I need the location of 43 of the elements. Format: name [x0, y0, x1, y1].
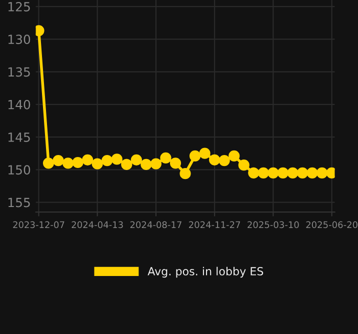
point [306, 167, 318, 178]
y-tick-label: 150 [8, 165, 30, 175]
point [160, 152, 172, 164]
point [111, 154, 122, 165]
point [130, 154, 142, 166]
point [180, 168, 191, 180]
point [296, 167, 308, 178]
x-tick-label: 2025-06-20 [306, 221, 358, 228]
y-tick-label: 135 [8, 67, 30, 77]
point [258, 167, 269, 178]
point [268, 167, 279, 178]
point [277, 167, 289, 178]
y-tick-label: 145 [8, 132, 30, 142]
y-tick-label: 155 [8, 198, 30, 208]
point [92, 158, 103, 170]
point [287, 167, 298, 178]
point [248, 167, 260, 178]
point [140, 158, 152, 170]
point [170, 158, 182, 169]
x-tick-label: 2024-04-13 [72, 221, 123, 228]
point [189, 150, 201, 162]
y-tick-label: 125 [8, 2, 30, 12]
y-tick-label: 140 [8, 100, 30, 110]
point [102, 154, 113, 166]
point [218, 154, 230, 166]
point [150, 158, 162, 170]
x-tick-label: 2025-03-10 [248, 221, 299, 228]
point [62, 158, 74, 169]
point [42, 158, 54, 169]
y-tick-label: 130 [8, 34, 30, 44]
x-tick-label: 2023-12-07 [13, 221, 64, 228]
point [82, 154, 94, 166]
point [228, 150, 240, 162]
point [238, 160, 250, 171]
point [209, 154, 220, 166]
x-tick-label: 2024-11-27 [189, 221, 240, 228]
point [316, 167, 328, 178]
legend-label: Avg. pos. in lobby ES [148, 266, 264, 278]
point [72, 156, 84, 168]
point [121, 158, 132, 170]
point [52, 154, 64, 166]
x-tick-label: 2024-08-17 [130, 221, 182, 228]
point [199, 148, 210, 159]
